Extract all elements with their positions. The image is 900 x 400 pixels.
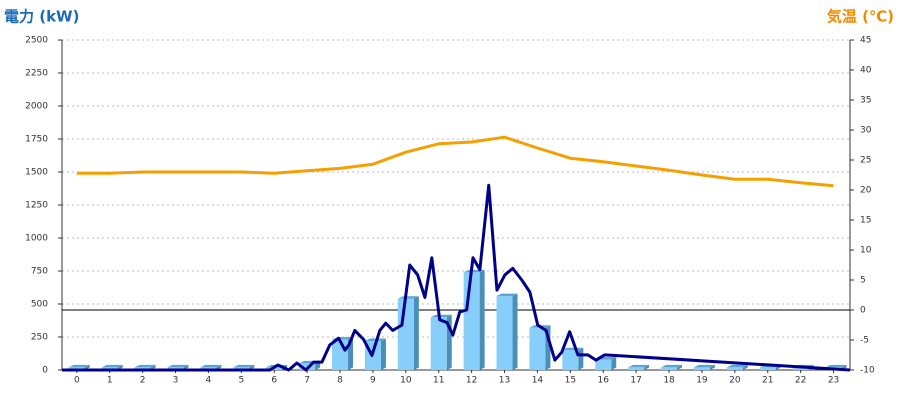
bar-side (413, 296, 419, 370)
bar-side (677, 364, 683, 370)
x-tick-label: 23 (828, 376, 839, 386)
y-tick-label: 0 (42, 366, 48, 376)
x-tick-label: 4 (206, 376, 212, 386)
bar-top (134, 364, 156, 368)
y-tick-label: 1500 (25, 168, 48, 178)
bar-side (709, 364, 715, 370)
y-tick-label: 750 (31, 267, 48, 277)
bar-side (578, 347, 584, 370)
bar (463, 272, 480, 370)
x-tick-label: 21 (762, 376, 773, 386)
x-tick-label: 20 (729, 376, 741, 386)
x-tick-label: 19 (696, 376, 708, 386)
y-tick-label: 1000 (25, 234, 48, 244)
bar-top (628, 364, 650, 368)
y-tick-label: 250 (31, 333, 48, 343)
bar (726, 367, 743, 370)
bar (529, 327, 546, 370)
y2-tick-label: 15 (860, 216, 871, 226)
y2-tick-label: 0 (860, 306, 866, 316)
bar (430, 317, 447, 370)
x-tick-label: 8 (337, 376, 343, 386)
bar (496, 296, 513, 370)
y-axis-title: 電力 (kW) (4, 8, 79, 26)
bar (595, 359, 612, 370)
x-tick-label: 5 (238, 376, 244, 386)
bar-top (496, 293, 518, 297)
bar-top (101, 364, 123, 368)
bar-top (562, 347, 584, 351)
x-tick-label: 6 (271, 376, 277, 386)
y2-tick-label: 10 (860, 246, 872, 256)
bar-top (167, 364, 189, 368)
x-tick-label: 3 (173, 376, 179, 386)
y-tick-label: 2000 (25, 102, 48, 112)
x-tick-label: 12 (466, 376, 477, 386)
x-tick-label: 2 (140, 376, 146, 386)
bar (628, 367, 645, 370)
y2-tick-label: 30 (860, 126, 872, 136)
bar-side (644, 364, 650, 370)
bar-top (397, 296, 419, 299)
y2-tick-label: 40 (860, 66, 872, 76)
y-tick-label: 500 (31, 300, 48, 310)
y2-tick-label: 35 (860, 96, 871, 106)
x-tick-label: 17 (630, 376, 641, 386)
bar-side (742, 364, 748, 370)
x-tick-label: 22 (795, 376, 806, 386)
bar-top (661, 364, 683, 368)
bar (397, 298, 414, 370)
y-tick-label: 1750 (25, 135, 48, 145)
bar (332, 339, 349, 370)
bar-top (693, 364, 715, 368)
bar-side (479, 269, 485, 370)
bar-top (726, 364, 748, 368)
y2-tick-label: -5 (860, 336, 869, 346)
line (76, 135, 834, 188)
y2-tick-label: 20 (860, 186, 872, 196)
y-tick-label: 1250 (25, 201, 48, 211)
bar (562, 350, 579, 370)
x-tick-label: 15 (565, 376, 576, 386)
bar-side (512, 293, 518, 370)
y2-tick-label: 45 (860, 36, 871, 46)
x-tick-label: 7 (304, 376, 310, 386)
bar-side (611, 356, 617, 370)
x-tick-label: 9 (370, 376, 376, 386)
y-tick-label: 2250 (25, 69, 48, 79)
bar-top (430, 314, 452, 318)
x-tick-label: 1 (107, 376, 113, 386)
y-tick-label: 2500 (25, 36, 48, 46)
y2-tick-label: 5 (860, 276, 866, 286)
bar (759, 367, 776, 370)
x-tick-label: 18 (663, 376, 675, 386)
bar-top (825, 364, 847, 368)
x-tick-label: 10 (400, 376, 412, 386)
x-tick-label: 13 (499, 376, 510, 386)
bar (792, 367, 809, 370)
bar-top (233, 364, 255, 368)
bar (661, 367, 678, 370)
x-tick-label: 0 (74, 376, 80, 386)
x-tick-label: 14 (532, 376, 544, 386)
y2-tick-label: 25 (860, 156, 871, 166)
x-tick-label: 16 (598, 376, 610, 386)
line (62, 183, 851, 372)
x-tick-label: 11 (433, 376, 444, 386)
bar-top (68, 364, 90, 368)
bar (693, 367, 710, 370)
bar-side (380, 338, 386, 370)
y2-axis-title: 気温 (℃) (827, 8, 894, 26)
y2-tick-label: -10 (860, 366, 875, 376)
bar-top (200, 364, 222, 368)
